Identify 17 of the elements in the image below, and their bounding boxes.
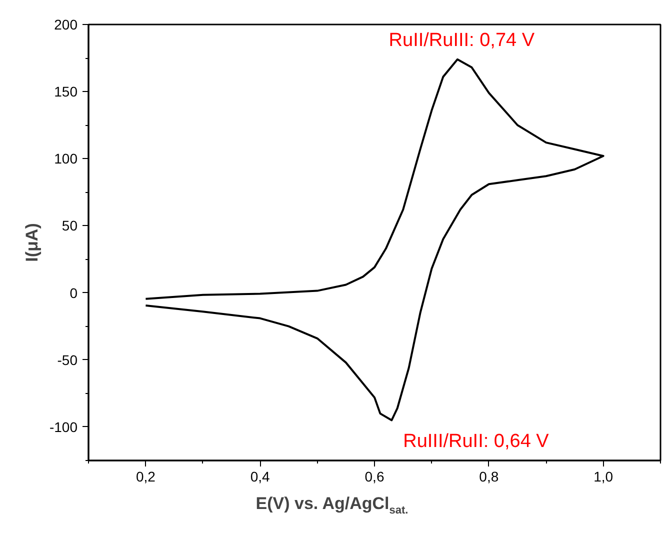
x-tick-label: 0,4 [250, 468, 270, 484]
y-tick-label: 100 [54, 150, 78, 167]
x-tick-label: 0,2 [136, 468, 156, 484]
y-tick-label: 200 [54, 16, 78, 32]
annotation: RuIII/RuII: 0,64 V [403, 430, 550, 452]
y-tick-label: -50 [57, 352, 78, 368]
y-tick-label: -100 [49, 418, 78, 435]
line-series [144, 58, 604, 422]
y-tick-label: 150 [54, 84, 78, 100]
x-tick-label: 0,6 [364, 468, 384, 484]
x-tick-label: 1,0 [594, 468, 614, 484]
y-tick-label: 0 [70, 284, 78, 301]
y-axis-title: I(μA) [22, 223, 42, 262]
y-tick-label: 50 [62, 218, 78, 234]
annotation: RuII/RuIII: 0,74 V [388, 30, 535, 51]
x-tick-label: 0,8 [479, 468, 499, 484]
x-axis-title: E(V) vs. Ag/AgCl$_{sat.}$ [256, 493, 408, 518]
